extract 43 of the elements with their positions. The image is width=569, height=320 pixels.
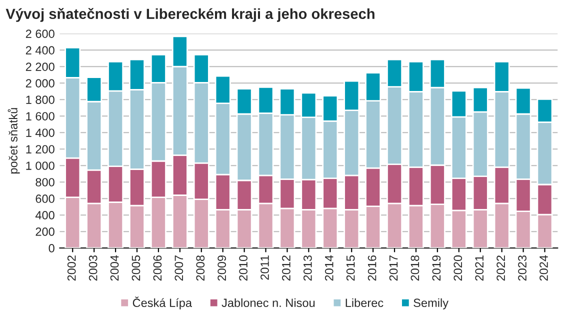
y-tick-label: 2 200 (26, 62, 54, 71)
y-tick-label: 2 600 (26, 30, 54, 38)
y-tick-label: 400 (35, 211, 54, 220)
x-tick-label: 2012 (282, 256, 290, 281)
x-tick-label: 2005 (132, 255, 140, 281)
x-tick-label: 2020 (454, 255, 462, 281)
legend-label: Liberec (346, 298, 384, 308)
x-tick-label: 2018 (410, 255, 420, 281)
x-tick-label: 2003 (88, 255, 98, 281)
y-tick-label: 1 000 (26, 162, 54, 170)
y-tick-label: 1 200 (26, 145, 54, 154)
x-tick-label: 2009 (218, 256, 226, 281)
y-tick-label: 600 (36, 194, 54, 203)
y-tick-label: 2 000 (26, 79, 54, 88)
legend-label: Česká Lípa (132, 296, 192, 310)
x-tick-label: 2022 (496, 256, 505, 281)
x-tick-label: 2023 (518, 255, 526, 281)
chart-title: Vývoj sňatečnosti v Libereckém kraji a jeho okresech (6, 8, 374, 22)
y-tick-label: 200 (36, 228, 54, 236)
x-tick-label: 2010 (239, 255, 248, 281)
x-tick-label: 2015 (346, 255, 355, 281)
legend-label: Semily (414, 298, 448, 310)
y-tick-label: 0 (48, 244, 54, 252)
y-axis-title: počet sňatků (8, 108, 20, 174)
x-tick-label: 2019 (432, 256, 441, 281)
x-tick-label: 2016 (368, 255, 376, 281)
y-tick-label: 800 (36, 178, 54, 186)
y-tick-label: 1 800 (26, 96, 54, 104)
y-tick-label: 1 600 (26, 112, 54, 120)
x-tick-label: 2013 (303, 255, 312, 281)
x-tick-label: 2011 (260, 256, 269, 280)
legend-label: Jablonec n. Nisou (222, 298, 315, 308)
x-tick-label: 2014 (324, 255, 334, 281)
y-tick-label: 1 400 (26, 128, 54, 137)
x-tick-label: 2021 (475, 256, 484, 281)
x-tick-label: 2007 (174, 256, 184, 281)
x-tick-label: 2002 (67, 256, 76, 281)
x-tick-label: 2024 (540, 255, 548, 281)
x-tick-label: 2006 (153, 255, 162, 281)
x-tick-label: 2008 (196, 255, 205, 281)
x-tick-label: 2017 (389, 256, 398, 281)
y-tick-label: 2 400 (26, 46, 54, 54)
x-tick-label: 2004 (110, 255, 119, 281)
